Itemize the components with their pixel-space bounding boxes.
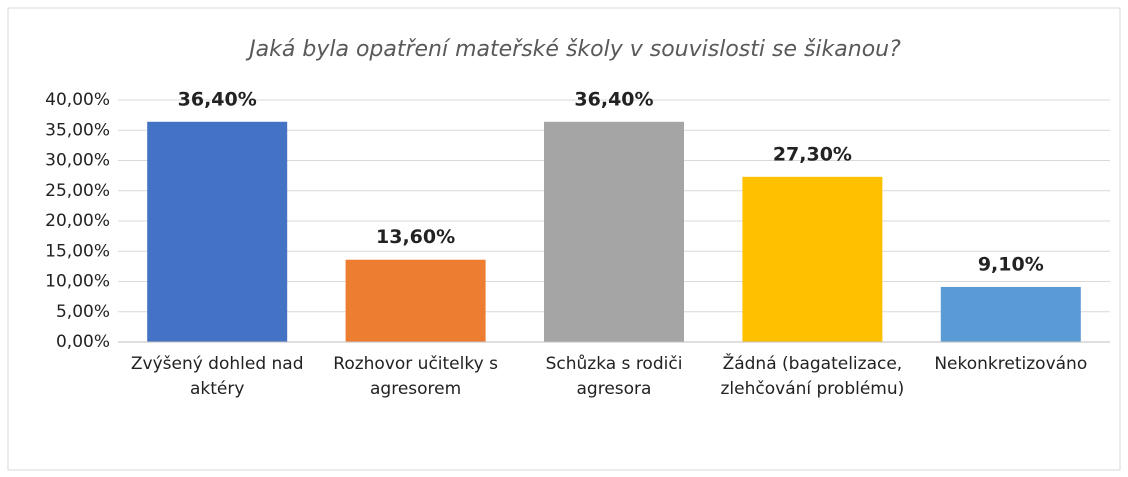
- y-tick-label: 30,00%: [45, 151, 110, 171]
- value-label: 36,40%: [574, 88, 653, 110]
- value-label: 27,30%: [773, 143, 852, 165]
- x-tick-label: Schůzka s rodiči agresora: [545, 354, 683, 399]
- bar: [345, 259, 486, 342]
- bar: [940, 286, 1081, 342]
- bar: [544, 121, 684, 342]
- y-tick-label: 40,00%: [45, 90, 110, 110]
- x-tick-label: Zvýšený dohled nad aktéry: [130, 354, 304, 399]
- value-label: 13,60%: [376, 226, 455, 248]
- y-tick-label: 0,00%: [56, 332, 110, 352]
- y-tick-label: 35,00%: [45, 120, 110, 140]
- value-label: 9,10%: [978, 253, 1044, 275]
- value-label: 36,40%: [178, 88, 257, 110]
- x-tick-label: Rozhovor učitelky s agresorem: [333, 354, 498, 399]
- y-tick-label: 20,00%: [45, 211, 110, 231]
- chart-title: Jaká byla opatření mateřské školy v souv…: [245, 37, 901, 62]
- bar: [147, 121, 288, 342]
- y-tick-label: 10,00%: [45, 272, 110, 292]
- y-tick-label: 25,00%: [45, 181, 110, 201]
- y-tick-label: 15,00%: [45, 241, 110, 261]
- bar: [742, 176, 883, 342]
- y-tick-label: 5,00%: [56, 302, 110, 322]
- x-tick-label: Žádná (bagatelizace, zlehčování problému…: [720, 354, 905, 399]
- x-tick-label: Nekonkretizováno: [934, 354, 1088, 374]
